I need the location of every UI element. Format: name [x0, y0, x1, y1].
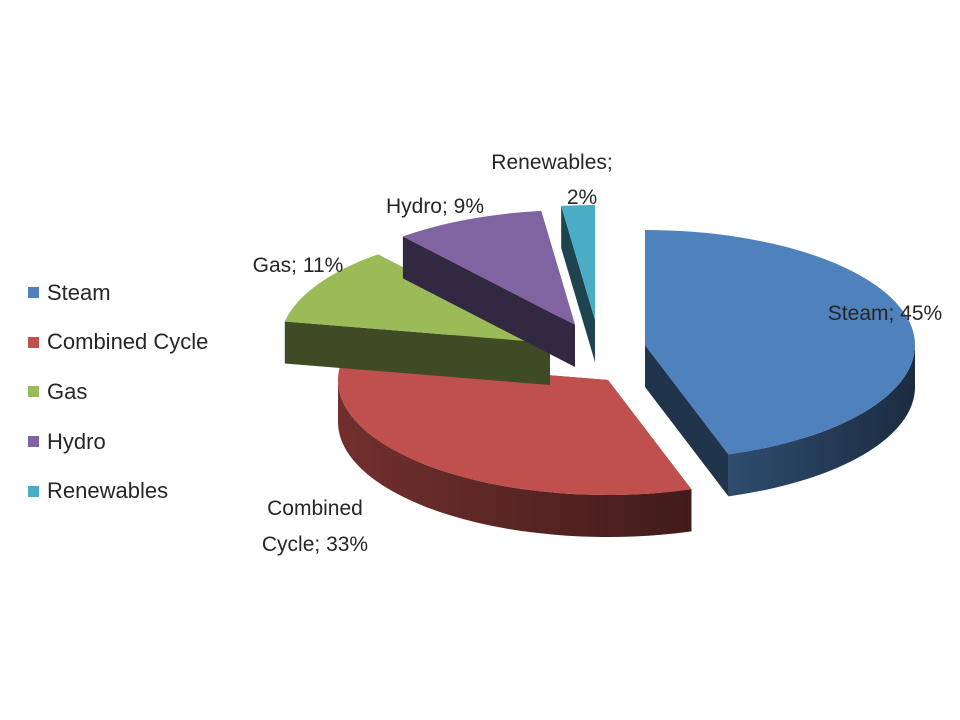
pie-slice-wall-steam-1	[645, 345, 729, 497]
pie-slice-wall-renewables-0	[561, 205, 595, 362]
pie-slice-top-steam	[645, 230, 915, 455]
pie-slice-top-combined-cycle	[338, 358, 692, 495]
data-label-combined-cycle-line-1: Combined	[267, 497, 363, 520]
data-label-renewables-line-1: Renewables;	[491, 151, 612, 174]
legend-item-hydro: Hydro	[28, 417, 208, 467]
data-label-gas: Gas; 11%	[253, 254, 344, 277]
pie-data-labels: Steam; 45% Combined Cycle; 33% Gas; 11% Hydr…	[253, 151, 943, 556]
pie-slice-top-renewables	[561, 205, 595, 320]
chart-legend: Steam Combined Cycle Gas Hydro Renewable…	[28, 268, 208, 516]
legend-item-steam: Steam	[28, 268, 208, 318]
pie-slices	[284, 205, 915, 537]
pie-slice-wall-gas-0	[284, 321, 550, 385]
legend-label-renewables: Renewables	[47, 478, 169, 504]
legend-item-gas: Gas	[28, 367, 208, 417]
legend-swatch-gas	[28, 386, 39, 398]
legend-item-renewables: Renewables	[28, 466, 208, 516]
pie-slice-top-hydro	[402, 210, 575, 325]
pie-slice-steam	[645, 230, 915, 497]
pie-slice-hydro	[402, 210, 575, 367]
pie-slice-side-shade-steam	[728, 345, 915, 497]
legend-swatch-renewables	[28, 485, 39, 497]
legend-label-steam: Steam	[47, 279, 111, 305]
pie-slice-wall-hydro-0	[402, 236, 575, 367]
legend-label-hydro: Hydro	[47, 428, 106, 454]
legend-swatch-steam	[28, 287, 39, 299]
data-label-hydro: Hydro; 9%	[386, 195, 484, 218]
pie-slice-side-shade-combined-cycle	[338, 380, 692, 537]
legend-swatch-hydro	[28, 436, 39, 448]
data-label-combined-cycle-line-2: Cycle; 33%	[262, 533, 368, 556]
pie-slice-combined-cycle	[338, 358, 692, 537]
data-label-steam: Steam; 45%	[828, 302, 942, 325]
pie-slice-renewables	[561, 205, 595, 362]
legend-label-combined-cycle: Combined Cycle	[47, 329, 209, 355]
pie-slice-top-gas	[284, 254, 550, 343]
legend-swatch-combined-cycle	[28, 336, 39, 348]
legend-item-combined-cycle: Combined Cycle	[28, 318, 208, 368]
data-label-renewables-line-2: 2%	[567, 186, 597, 209]
legend-label-gas: Gas	[47, 378, 88, 404]
